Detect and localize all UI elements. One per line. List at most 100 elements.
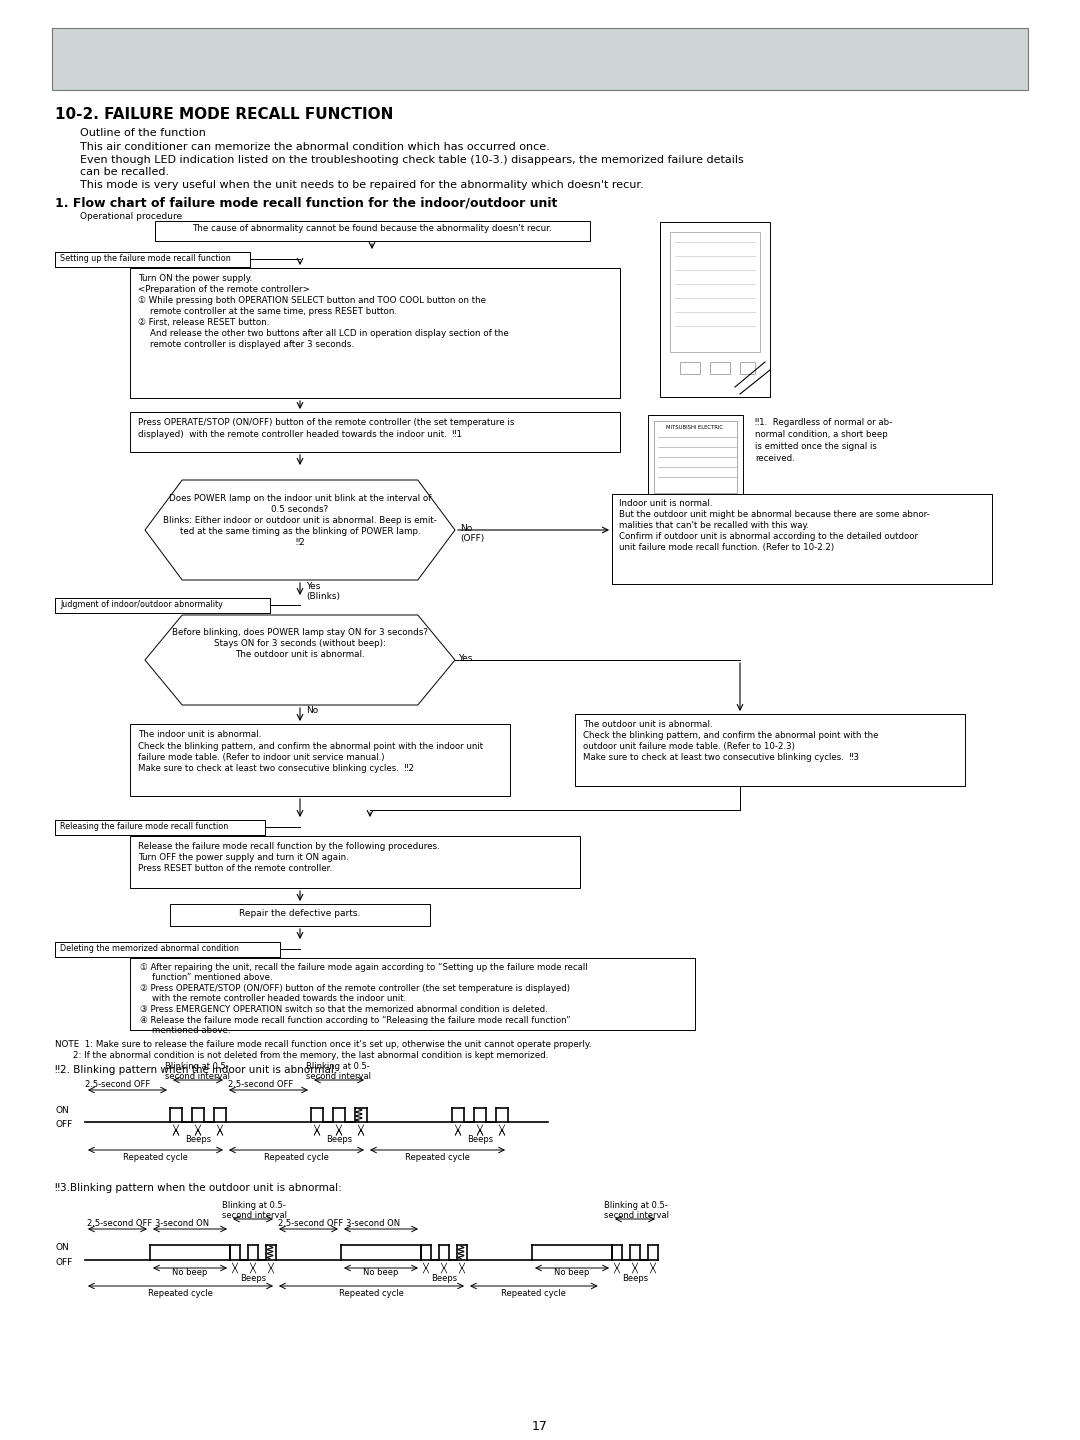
Bar xyxy=(680,361,700,374)
Bar xyxy=(575,714,966,786)
Bar xyxy=(740,361,755,374)
Bar xyxy=(130,412,620,452)
Bar xyxy=(55,598,270,613)
Text: ted at the same timing as the blinking of POWER lamp.: ted at the same timing as the blinking o… xyxy=(179,527,420,536)
Text: with the remote controller headed towards the indoor unit.: with the remote controller headed toward… xyxy=(152,994,406,1004)
Text: 17: 17 xyxy=(532,1420,548,1433)
Text: remote controller at the same time, press RESET button.: remote controller at the same time, pres… xyxy=(150,307,397,315)
Bar xyxy=(55,252,249,266)
Text: 2: If the abnormal condition is not deleted from the memory, the last abnormal c: 2: If the abnormal condition is not dele… xyxy=(73,1051,549,1060)
Text: The cause of abnormality cannot be found because the abnormality doesn't recur.: The cause of abnormality cannot be found… xyxy=(192,225,552,233)
Text: displayed)  with the remote controller headed towards the indoor unit.  ‼1: displayed) with the remote controller he… xyxy=(138,431,462,439)
Text: ③ Press EMERGENCY OPERATION switch so that the memorized abnormal condition is d: ③ Press EMERGENCY OPERATION switch so th… xyxy=(140,1005,548,1014)
Text: Releasing the failure mode recall function: Releasing the failure mode recall functi… xyxy=(60,822,228,831)
Text: ‼2: ‼2 xyxy=(295,539,305,547)
Text: Setting up the failure mode recall function: Setting up the failure mode recall funct… xyxy=(60,253,231,264)
Text: 0.5 seconds?: 0.5 seconds? xyxy=(271,505,328,514)
Text: Press OPERATE/STOP (ON/OFF) button of the remote controller (the set temperature: Press OPERATE/STOP (ON/OFF) button of th… xyxy=(138,418,514,428)
Text: 3-second ON: 3-second ON xyxy=(156,1220,210,1228)
Text: Judgment of indoor/outdoor abnormality: Judgment of indoor/outdoor abnormality xyxy=(60,600,222,609)
Text: 2.5-second OFF: 2.5-second OFF xyxy=(228,1080,294,1089)
Bar xyxy=(678,500,690,510)
Text: This mode is very useful when the unit needs to be repaired for the abnormality : This mode is very useful when the unit n… xyxy=(80,180,644,190)
Text: OFF: OFF xyxy=(55,1259,72,1267)
Text: Blinking at 0.5-: Blinking at 0.5- xyxy=(165,1063,229,1071)
Text: Beeps: Beeps xyxy=(185,1135,211,1143)
Text: Does POWER lamp on the indoor unit blink at the interval of: Does POWER lamp on the indoor unit blink… xyxy=(168,494,431,503)
Text: ON: ON xyxy=(55,1106,69,1115)
Text: Repeated cycle: Repeated cycle xyxy=(339,1289,404,1297)
Text: <Preparation of the remote controller>: <Preparation of the remote controller> xyxy=(138,285,310,294)
Bar xyxy=(55,942,280,958)
Text: And release the other two buttons after all LCD in operation display section of : And release the other two buttons after … xyxy=(150,328,509,338)
Text: ‼3.Blinking pattern when the outdoor unit is abnormal:: ‼3.Blinking pattern when the outdoor uni… xyxy=(55,1184,341,1192)
Bar xyxy=(130,958,696,1030)
Bar xyxy=(670,232,760,351)
Text: 1. Flow chart of failure mode recall function for the indoor/outdoor unit: 1. Flow chart of failure mode recall fun… xyxy=(55,196,557,209)
Text: Repeated cycle: Repeated cycle xyxy=(148,1289,213,1297)
Text: Outline of the function: Outline of the function xyxy=(80,128,206,138)
Text: Operational procedure: Operational procedure xyxy=(80,212,183,220)
Text: mentioned above.: mentioned above. xyxy=(152,1025,230,1035)
Text: malities that can't be recalled with this way.: malities that can't be recalled with thi… xyxy=(619,521,809,530)
Text: Check the blinking pattern, and confirm the abnormal point with the: Check the blinking pattern, and confirm … xyxy=(583,732,878,740)
Text: Check the blinking pattern, and confirm the abnormal point with the indoor unit: Check the blinking pattern, and confirm … xyxy=(138,742,483,752)
Text: Turn ON the power supply.: Turn ON the power supply. xyxy=(138,274,253,284)
Text: Blinking at 0.5-: Blinking at 0.5- xyxy=(222,1201,286,1210)
Bar xyxy=(130,268,620,397)
Bar xyxy=(658,500,670,510)
Text: ① After repairing the unit, recall the failure mode again according to “Setting : ① After repairing the unit, recall the f… xyxy=(140,963,588,972)
Bar xyxy=(660,222,770,397)
Text: function” mentioned above.: function” mentioned above. xyxy=(152,973,272,982)
Text: outdoor unit failure mode table. (Refer to 10-2.3): outdoor unit failure mode table. (Refer … xyxy=(583,742,795,752)
Text: 3-second ON: 3-second ON xyxy=(346,1220,400,1228)
Text: But the outdoor unit might be abnormal because there are some abnor-: But the outdoor unit might be abnormal b… xyxy=(619,510,930,518)
Bar xyxy=(130,837,580,888)
Text: second interval: second interval xyxy=(165,1071,230,1081)
Text: Repeated cycle: Repeated cycle xyxy=(265,1153,329,1162)
Text: unit failure mode recall function. (Refer to 10-2.2): unit failure mode recall function. (Refe… xyxy=(619,543,834,552)
Text: Blinks: Either indoor or outdoor unit is abnormal. Beep is emit-: Blinks: Either indoor or outdoor unit is… xyxy=(163,516,437,526)
Text: Repair the defective parts.: Repair the defective parts. xyxy=(240,909,361,919)
Text: Press RESET button of the remote controller.: Press RESET button of the remote control… xyxy=(138,864,333,873)
Text: Beeps: Beeps xyxy=(467,1135,494,1143)
Text: 2.5-second OFF: 2.5-second OFF xyxy=(85,1080,150,1089)
Text: Beeps: Beeps xyxy=(622,1274,648,1283)
Bar xyxy=(170,904,430,926)
Text: Stays ON for 3 seconds (without beep):: Stays ON for 3 seconds (without beep): xyxy=(214,639,386,648)
Text: No beep: No beep xyxy=(554,1269,590,1277)
Text: Yes: Yes xyxy=(306,582,321,590)
Text: Before blinking, does POWER lamp stay ON for 3 seconds?: Before blinking, does POWER lamp stay ON… xyxy=(172,628,428,636)
Text: normal condition, a short beep: normal condition, a short beep xyxy=(755,431,888,439)
Text: ‼1.  Regardless of normal or ab-: ‼1. Regardless of normal or ab- xyxy=(755,418,892,428)
Text: Blinking at 0.5-: Blinking at 0.5- xyxy=(604,1201,667,1210)
Text: Deleting the memorized abnormal condition: Deleting the memorized abnormal conditio… xyxy=(60,945,239,953)
Text: second interval: second interval xyxy=(604,1211,669,1220)
Text: No: No xyxy=(306,706,319,716)
Text: The outdoor unit is abnormal.: The outdoor unit is abnormal. xyxy=(583,720,713,729)
Text: ‼2. Blinking pattern when the indoor unit is abnormal:: ‼2. Blinking pattern when the indoor uni… xyxy=(55,1066,337,1076)
Text: Indoor unit is normal.: Indoor unit is normal. xyxy=(619,500,713,508)
Text: can be recalled.: can be recalled. xyxy=(80,167,170,177)
Text: second interval: second interval xyxy=(222,1211,287,1220)
Text: Release the failure mode recall function by the following procedures.: Release the failure mode recall function… xyxy=(138,842,440,851)
Polygon shape xyxy=(145,615,455,706)
Text: 2.5-second OFF: 2.5-second OFF xyxy=(278,1220,343,1228)
Bar xyxy=(130,724,510,796)
Text: Repeated cycle: Repeated cycle xyxy=(501,1289,566,1297)
Text: Turn OFF the power supply and turn it ON again.: Turn OFF the power supply and turn it ON… xyxy=(138,852,349,863)
Text: The indoor unit is abnormal.: The indoor unit is abnormal. xyxy=(138,730,261,739)
Text: Even though LED indication listed on the troubleshooting check table (10-3.) dis: Even though LED indication listed on the… xyxy=(80,156,744,166)
Text: MITSUBISHI ELECTRIC: MITSUBISHI ELECTRIC xyxy=(666,425,724,431)
Polygon shape xyxy=(145,480,455,580)
Text: ② First, release RESET button.: ② First, release RESET button. xyxy=(138,318,269,327)
Bar xyxy=(718,500,730,510)
Text: 2.5-second OFF: 2.5-second OFF xyxy=(87,1220,152,1228)
Text: remote controller is displayed after 3 seconds.: remote controller is displayed after 3 s… xyxy=(150,340,354,348)
Text: OFF: OFF xyxy=(55,1120,72,1129)
Text: Repeated cycle: Repeated cycle xyxy=(405,1153,470,1162)
Text: ① While pressing both OPERATION SELECT button and TOO COOL button on the: ① While pressing both OPERATION SELECT b… xyxy=(138,297,486,305)
Bar xyxy=(156,220,590,240)
Bar xyxy=(654,420,737,492)
Text: Beeps: Beeps xyxy=(240,1274,266,1283)
